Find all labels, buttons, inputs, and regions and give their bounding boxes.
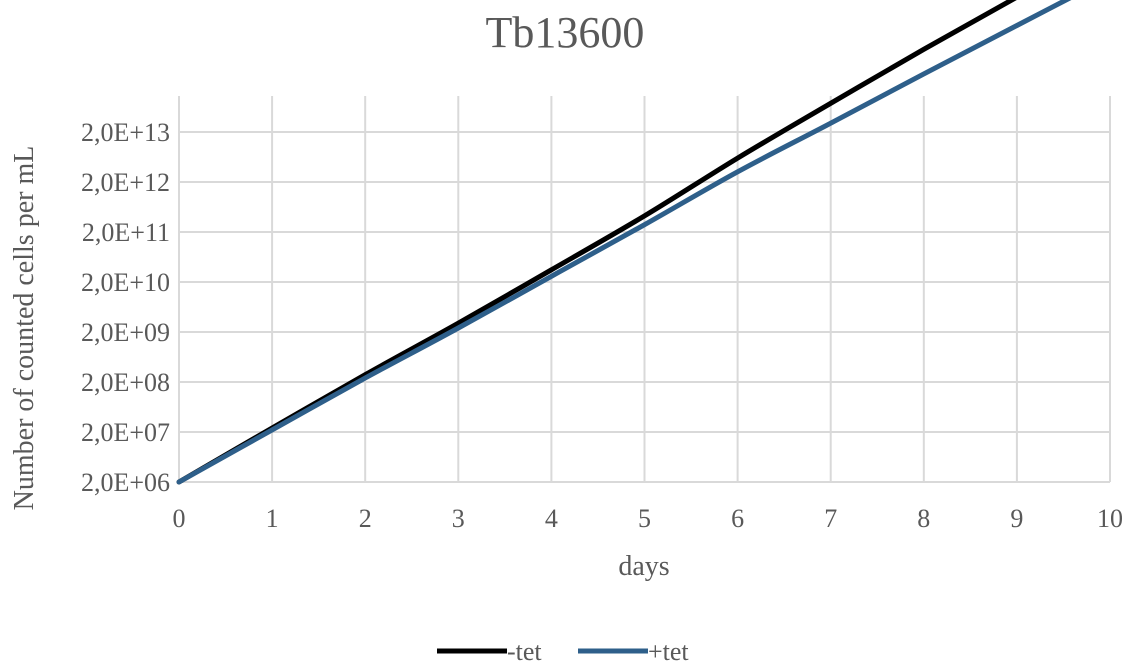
x-tick-label: 1	[266, 504, 279, 533]
y-axis-label: Number of counted cells per mL	[9, 146, 40, 511]
x-tick-label: 0	[173, 504, 186, 533]
x-tick-label: 5	[638, 504, 651, 533]
y-tick-label: 2,0E+10	[81, 268, 170, 297]
series-line-minus-tet	[176, 0, 1017, 485]
x-tick-labels: 0 1 2 3 4 5 6 7 8 9 10	[173, 504, 1124, 533]
legend-label: +tet	[648, 637, 689, 664]
y-tick-label: 2,0E+11	[82, 218, 170, 247]
x-tick-label: 4	[545, 504, 558, 533]
y-tick-label: 2,0E+12	[81, 168, 170, 197]
x-tick-label: 6	[731, 504, 744, 533]
y-tick-label: 2,0E+09	[81, 318, 170, 347]
x-tick-label: 7	[824, 504, 837, 533]
legend-label: -tet	[507, 637, 542, 664]
grid	[178, 96, 1111, 483]
y-tick-label: 2,0E+13	[81, 118, 170, 147]
x-tick-label: 2	[359, 504, 372, 533]
y-tick-label: 2,0E+07	[81, 418, 170, 447]
x-axis-label: days	[618, 551, 669, 582]
series-lines	[176, 0, 1072, 485]
y-tick-label: 2,0E+06	[81, 468, 170, 497]
x-tick-label: 3	[452, 504, 465, 533]
x-tick-label: 9	[1010, 504, 1023, 533]
series-line-plus-tet	[176, 0, 1072, 485]
x-tick-label: 10	[1097, 504, 1123, 533]
x-tick-label: 8	[917, 504, 930, 533]
chart-title: Tb13600	[486, 8, 645, 57]
y-tick-label: 2,0E+08	[81, 368, 170, 397]
legend: -tet +tet	[437, 637, 689, 664]
y-tick-labels: 2,0E+06 2,0E+07 2,0E+08 2,0E+09 2,0E+10 2,0E+…	[81, 118, 170, 497]
